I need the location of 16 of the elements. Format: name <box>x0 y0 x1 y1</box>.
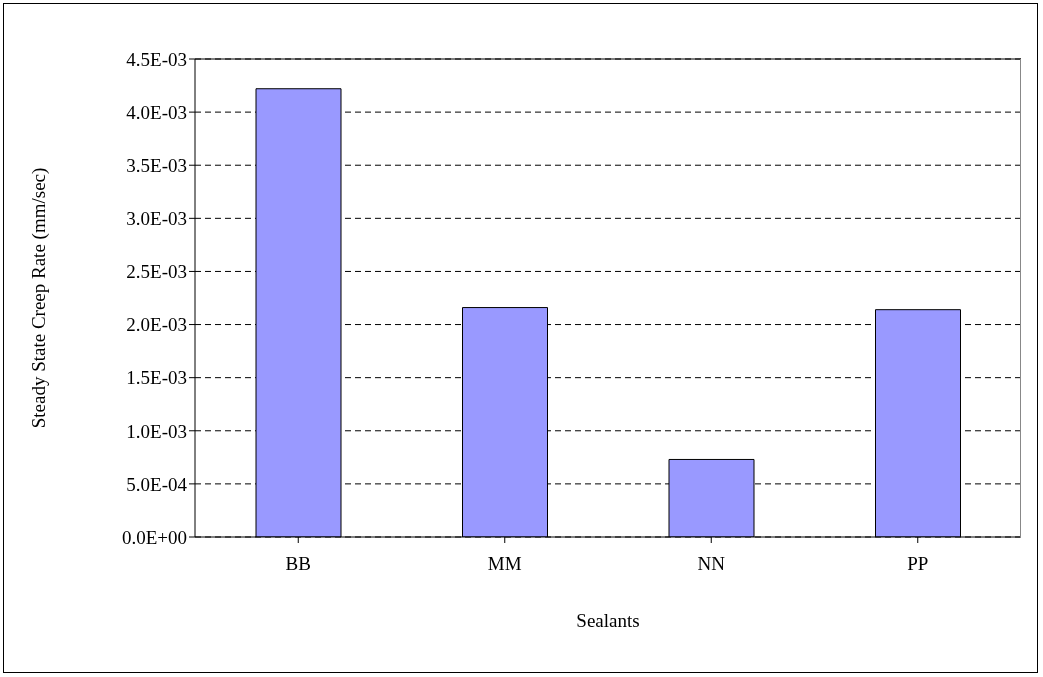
x-tick-label: NN <box>697 553 726 575</box>
y-axis-title: Steady State Creep Rate (mm/sec) <box>27 167 50 429</box>
x-tick-label: MM <box>487 553 522 575</box>
y-tick-label: 1.5E-03 <box>126 367 187 389</box>
y-tick-label: 2.5E-03 <box>126 261 187 283</box>
y-tick-label: 2.0E-03 <box>126 314 187 336</box>
x-tick-label: PP <box>907 553 929 575</box>
x-tick-label: BB <box>285 553 311 575</box>
y-tick-label: 0.0E+00 <box>121 526 187 548</box>
y-tick-label: 3.5E-03 <box>126 154 187 176</box>
y-tick-label: 4.0E-03 <box>126 101 187 123</box>
y-tick-label: 1.0E-03 <box>126 420 187 442</box>
y-tick-label: 3.0E-03 <box>126 208 187 230</box>
x-axis-title: Sealants <box>576 610 640 631</box>
y-tick-label: 5.0E-04 <box>126 473 188 495</box>
y-tick-label: 4.5E-03 <box>126 48 187 70</box>
